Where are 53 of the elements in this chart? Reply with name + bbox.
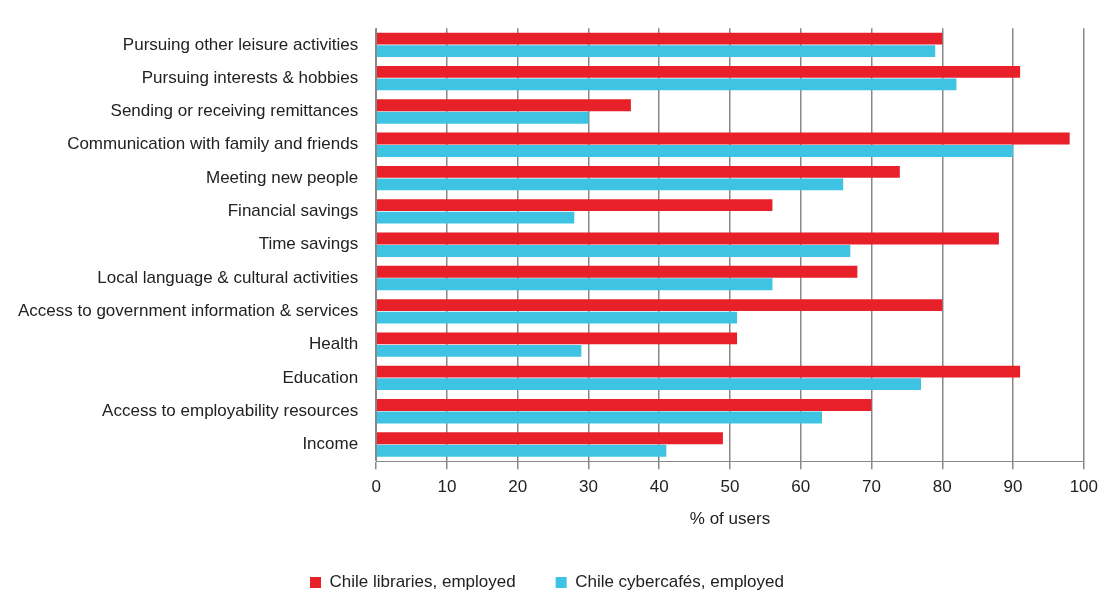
- bar: [376, 132, 1070, 145]
- y-tick-label: Health: [309, 334, 359, 354]
- bar: [376, 211, 575, 224]
- legend-label: Chile libraries, employed: [329, 572, 516, 592]
- y-tick-label: Local language & cultural activities: [97, 267, 359, 287]
- x-axis-title: % of users: [689, 509, 771, 529]
- bar: [376, 145, 1014, 157]
- y-tick-label: Education: [282, 367, 359, 387]
- bar: [376, 199, 773, 212]
- y-tick-label: Meeting new people: [205, 167, 359, 187]
- x-tick-label: 90: [1003, 477, 1023, 497]
- bar: [376, 378, 922, 391]
- x-tick-label: 0: [371, 477, 381, 497]
- y-tick-label: Pursuing other leisure activities: [122, 34, 359, 54]
- bar: [376, 278, 773, 291]
- bar: [376, 32, 943, 45]
- x-tick-label: 80: [932, 477, 952, 497]
- bar: [376, 444, 667, 457]
- x-tick-label: 40: [649, 477, 669, 497]
- x-tick-label: 70: [862, 477, 881, 497]
- y-tick-label: Access to government information & services: [17, 301, 359, 320]
- legend-label: Chile cybercafés, employed: [575, 572, 784, 592]
- bar: [376, 344, 582, 357]
- bar: [376, 65, 1021, 78]
- x-tick-label: 20: [508, 477, 528, 497]
- bar: [376, 165, 900, 178]
- bar: [376, 365, 1021, 378]
- bar: [376, 45, 936, 58]
- bar: [376, 178, 844, 191]
- bar: [376, 232, 999, 245]
- bar: [376, 265, 858, 278]
- bar: [376, 78, 957, 91]
- bar: [376, 245, 851, 257]
- x-tick-label: 60: [791, 477, 811, 497]
- y-tick-label: Time savings: [258, 234, 359, 254]
- bar: [376, 111, 589, 124]
- x-tick-label: 10: [437, 477, 457, 497]
- bar: [376, 311, 738, 324]
- x-tick-label: 100: [1069, 477, 1099, 497]
- y-tick-label: Sending or receiving remittances: [110, 101, 359, 121]
- bar: [376, 432, 723, 445]
- y-tick-label: Communication with family and friends: [67, 134, 359, 154]
- bar: [376, 399, 872, 411]
- y-tick-label: Financial savings: [227, 201, 359, 221]
- y-tick-label: Access to employability resources: [102, 400, 359, 420]
- bar: [376, 299, 943, 311]
- bar: [376, 332, 738, 345]
- bar: [376, 99, 631, 112]
- y-tick-label: Pursuing interests & hobbies: [141, 67, 359, 87]
- y-tick-label: Income: [302, 434, 359, 454]
- bar: [376, 411, 822, 424]
- x-tick-label: 30: [578, 477, 598, 497]
- x-tick-label: 50: [720, 477, 740, 497]
